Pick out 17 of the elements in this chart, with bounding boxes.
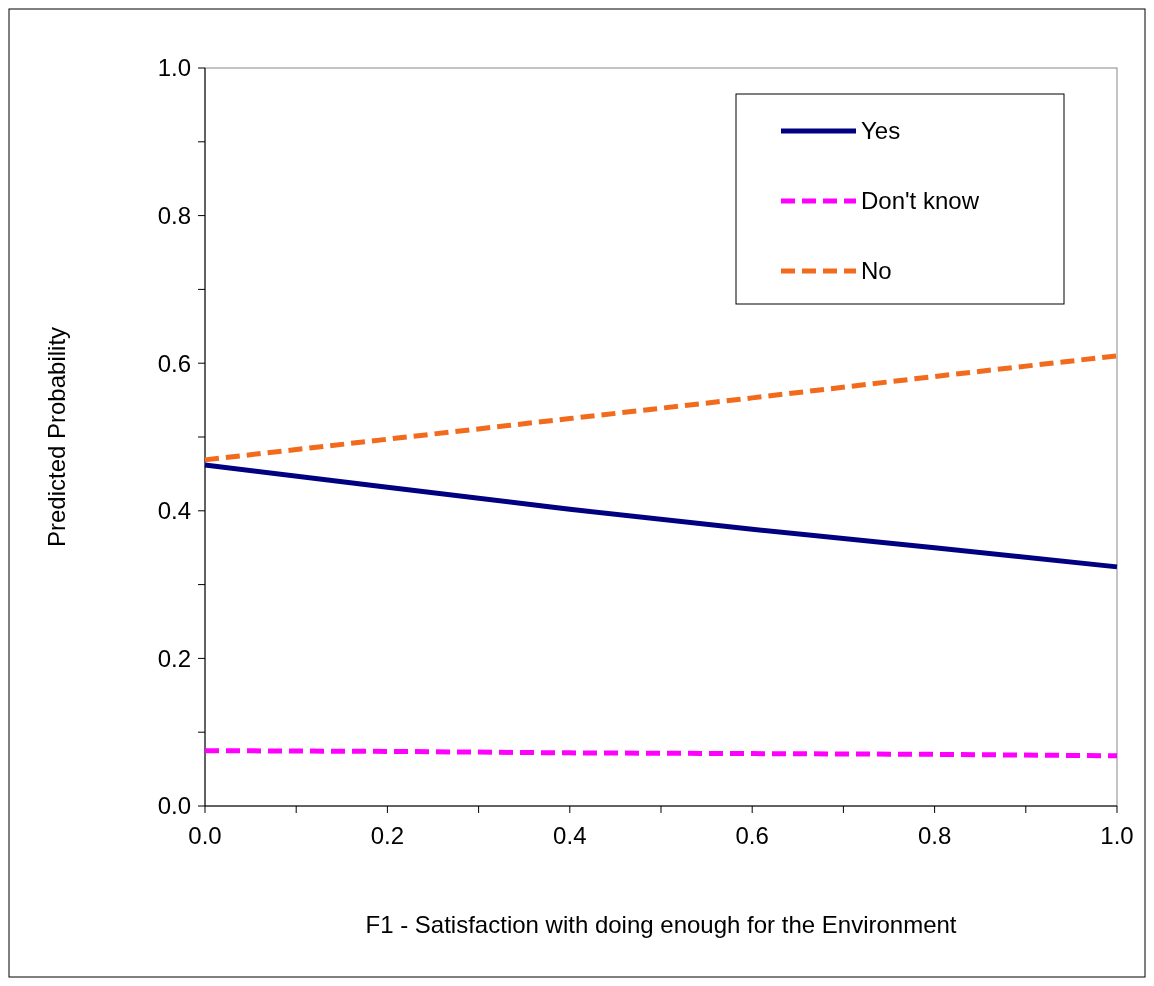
x-tick-label: 0.0 <box>188 822 222 849</box>
y-tick-label: 0.4 <box>157 497 191 525</box>
x-axis-title: F1 - Satisfaction with doing enough for the Environment <box>365 911 957 938</box>
x-tick-label: 0.4 <box>553 822 587 849</box>
y-tick-label: 0.8 <box>157 202 191 229</box>
x-tick-label: 0.6 <box>735 822 769 849</box>
y-tick-label: 0.6 <box>157 349 191 377</box>
y-tick-label: 0.2 <box>157 644 191 672</box>
x-tick-label: 1.0 <box>1100 822 1134 849</box>
x-tick-label: 0.2 <box>370 822 405 849</box>
y-tick-label: 1.0 <box>157 54 191 82</box>
y-tick-label: 0.0 <box>157 792 191 820</box>
legend-label: Yes <box>861 117 901 145</box>
x-tick-label: 0.8 <box>917 822 952 849</box>
legend-label: No <box>861 257 892 285</box>
legend-label: Don't know <box>861 187 980 215</box>
y-axis-title: Predicted Probability <box>43 326 70 548</box>
